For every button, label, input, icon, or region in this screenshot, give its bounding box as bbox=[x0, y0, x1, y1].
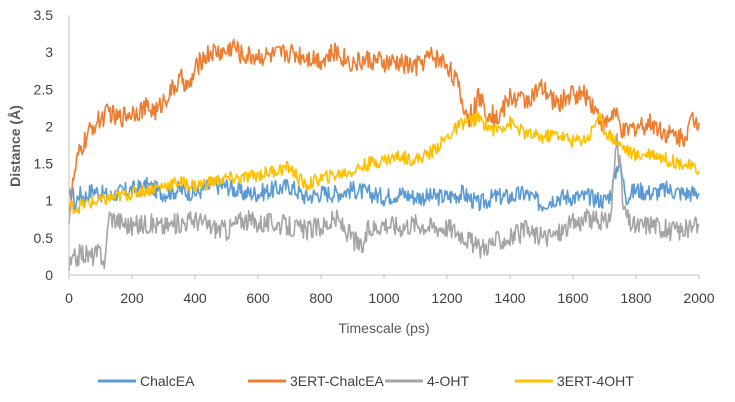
x-axis-title: Timescale (ps) bbox=[338, 320, 429, 336]
series-line-1 bbox=[68, 38, 700, 224]
y-tick-label: 1.5 bbox=[34, 156, 54, 172]
x-axis-ticks: 0 200 400 600 800 1000 1200 1400 1600 1800 2000 bbox=[65, 275, 715, 306]
x-tick-label: 1200 bbox=[431, 290, 462, 306]
legend-label: 3ERT-4OHT bbox=[557, 373, 634, 389]
x-tick-label: 1800 bbox=[620, 290, 651, 306]
y-tick-label: 3.5 bbox=[34, 7, 54, 23]
x-tick-label: 400 bbox=[183, 290, 207, 306]
y-tick-label: 1 bbox=[45, 193, 53, 209]
y-tick-label: 2.5 bbox=[34, 81, 54, 97]
x-tick-label: 0 bbox=[65, 290, 73, 306]
series-line-3 bbox=[68, 112, 700, 215]
x-tick-label: 1600 bbox=[557, 290, 588, 306]
x-tick-label: 1000 bbox=[368, 290, 399, 306]
x-tick-label: 200 bbox=[120, 290, 144, 306]
legend: ChalcEA 3ERT-ChalcEA 4-OHT 3ERT-4OHT bbox=[98, 373, 634, 389]
y-tick-label: 0.5 bbox=[34, 230, 54, 246]
legend-label: 3ERT-ChalcEA bbox=[290, 373, 385, 389]
x-tick-label: 600 bbox=[246, 290, 270, 306]
y-axis-ticks: 0 0.5 1 1.5 2 2.5 3 3.5 bbox=[34, 7, 54, 283]
x-tick-label: 2000 bbox=[683, 290, 714, 306]
axes bbox=[68, 15, 699, 276]
series-line-2 bbox=[68, 133, 700, 272]
y-tick-label: 3 bbox=[45, 44, 53, 60]
y-tick-label: 2 bbox=[45, 118, 53, 134]
x-tick-label: 800 bbox=[309, 290, 333, 306]
series-line-0 bbox=[68, 162, 700, 212]
plot-area bbox=[68, 38, 700, 272]
legend-label: ChalcEA bbox=[140, 373, 195, 389]
legend-label: 4-OHT bbox=[427, 373, 469, 389]
y-tick-label: 0 bbox=[45, 267, 53, 283]
y-axis-title: Distance (Å) bbox=[7, 105, 23, 187]
x-tick-label: 1400 bbox=[494, 290, 525, 306]
